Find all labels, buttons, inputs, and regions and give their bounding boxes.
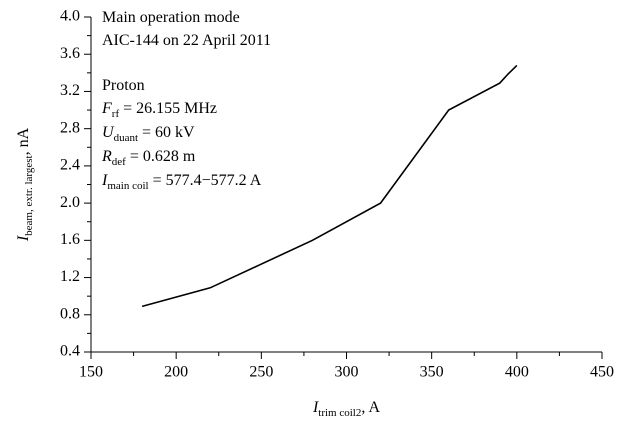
x-tick-label: 450 xyxy=(590,364,614,381)
y-tick-label: 4.0 xyxy=(60,8,80,25)
data-line xyxy=(141,64,518,308)
x-label-main: I xyxy=(312,399,319,416)
x-tick-label: 200 xyxy=(164,364,188,381)
annotation-sub: rf xyxy=(112,108,120,120)
y-label-sub: beam, extr. largest xyxy=(23,155,35,235)
x-tick-label: 350 xyxy=(420,364,444,381)
annotation-main: R xyxy=(101,148,112,165)
y-tick-label: 1.2 xyxy=(60,268,80,285)
y-tick-label: 2.4 xyxy=(60,157,80,174)
y-axis-label: Ibeam, extr. largest, nA xyxy=(15,127,35,242)
annotation-sub: main coil xyxy=(107,180,148,192)
annotation-sub: def xyxy=(112,156,126,168)
annotation: Frf = 26.155 MHz xyxy=(101,100,217,120)
x-tick-label: 250 xyxy=(249,364,273,381)
y-tick-label: 3.2 xyxy=(60,82,80,99)
annotation-main: U xyxy=(102,124,115,141)
annotation-sub: duant xyxy=(114,132,138,144)
annotation: AIC-144 on 22 April 2011 xyxy=(102,32,271,49)
y-tick-label: 2.0 xyxy=(60,194,80,211)
y-tick-label: 3.6 xyxy=(60,45,80,62)
x-label-sub: trim coil2 xyxy=(318,407,361,419)
annotation-main: F xyxy=(101,100,112,117)
y-tick-label: 0.8 xyxy=(60,305,80,322)
x-tick-label: 300 xyxy=(335,364,359,381)
annotation-main: AIC-144 on 22 April 2011 xyxy=(102,32,271,49)
y-tick-label: 1.6 xyxy=(60,231,80,248)
annotation-rest: = 26.155 MHz xyxy=(119,100,217,117)
annotation-rest: = 577.4−577.2 A xyxy=(149,172,262,189)
y-tick-label: 0.4 xyxy=(60,343,80,360)
x-label-rest: , A xyxy=(361,399,380,416)
annotation: Proton xyxy=(102,77,145,94)
annotation: Imain coil = 577.4−577.2 A xyxy=(101,172,262,192)
annotation: Uduant = 60 kV xyxy=(102,124,195,144)
annotation-main: I xyxy=(101,172,108,189)
y-tick-label: 2.8 xyxy=(60,119,80,136)
annotation-main: Proton xyxy=(102,77,145,94)
x-tick-label: 400 xyxy=(505,364,529,381)
y-label-rest: , nA xyxy=(15,127,32,155)
y-label-main: I xyxy=(15,235,32,242)
annotation-rest: = 0.628 m xyxy=(126,148,196,165)
annotation: Rdef = 0.628 m xyxy=(101,148,196,168)
annotation: Main operation mode xyxy=(102,9,240,26)
annotation-main: Main operation mode xyxy=(102,9,240,26)
x-axis-label: Itrim coil2, A xyxy=(312,399,381,419)
x-tick-label: 150 xyxy=(79,364,103,381)
annotation-rest: = 60 kV xyxy=(138,124,195,141)
